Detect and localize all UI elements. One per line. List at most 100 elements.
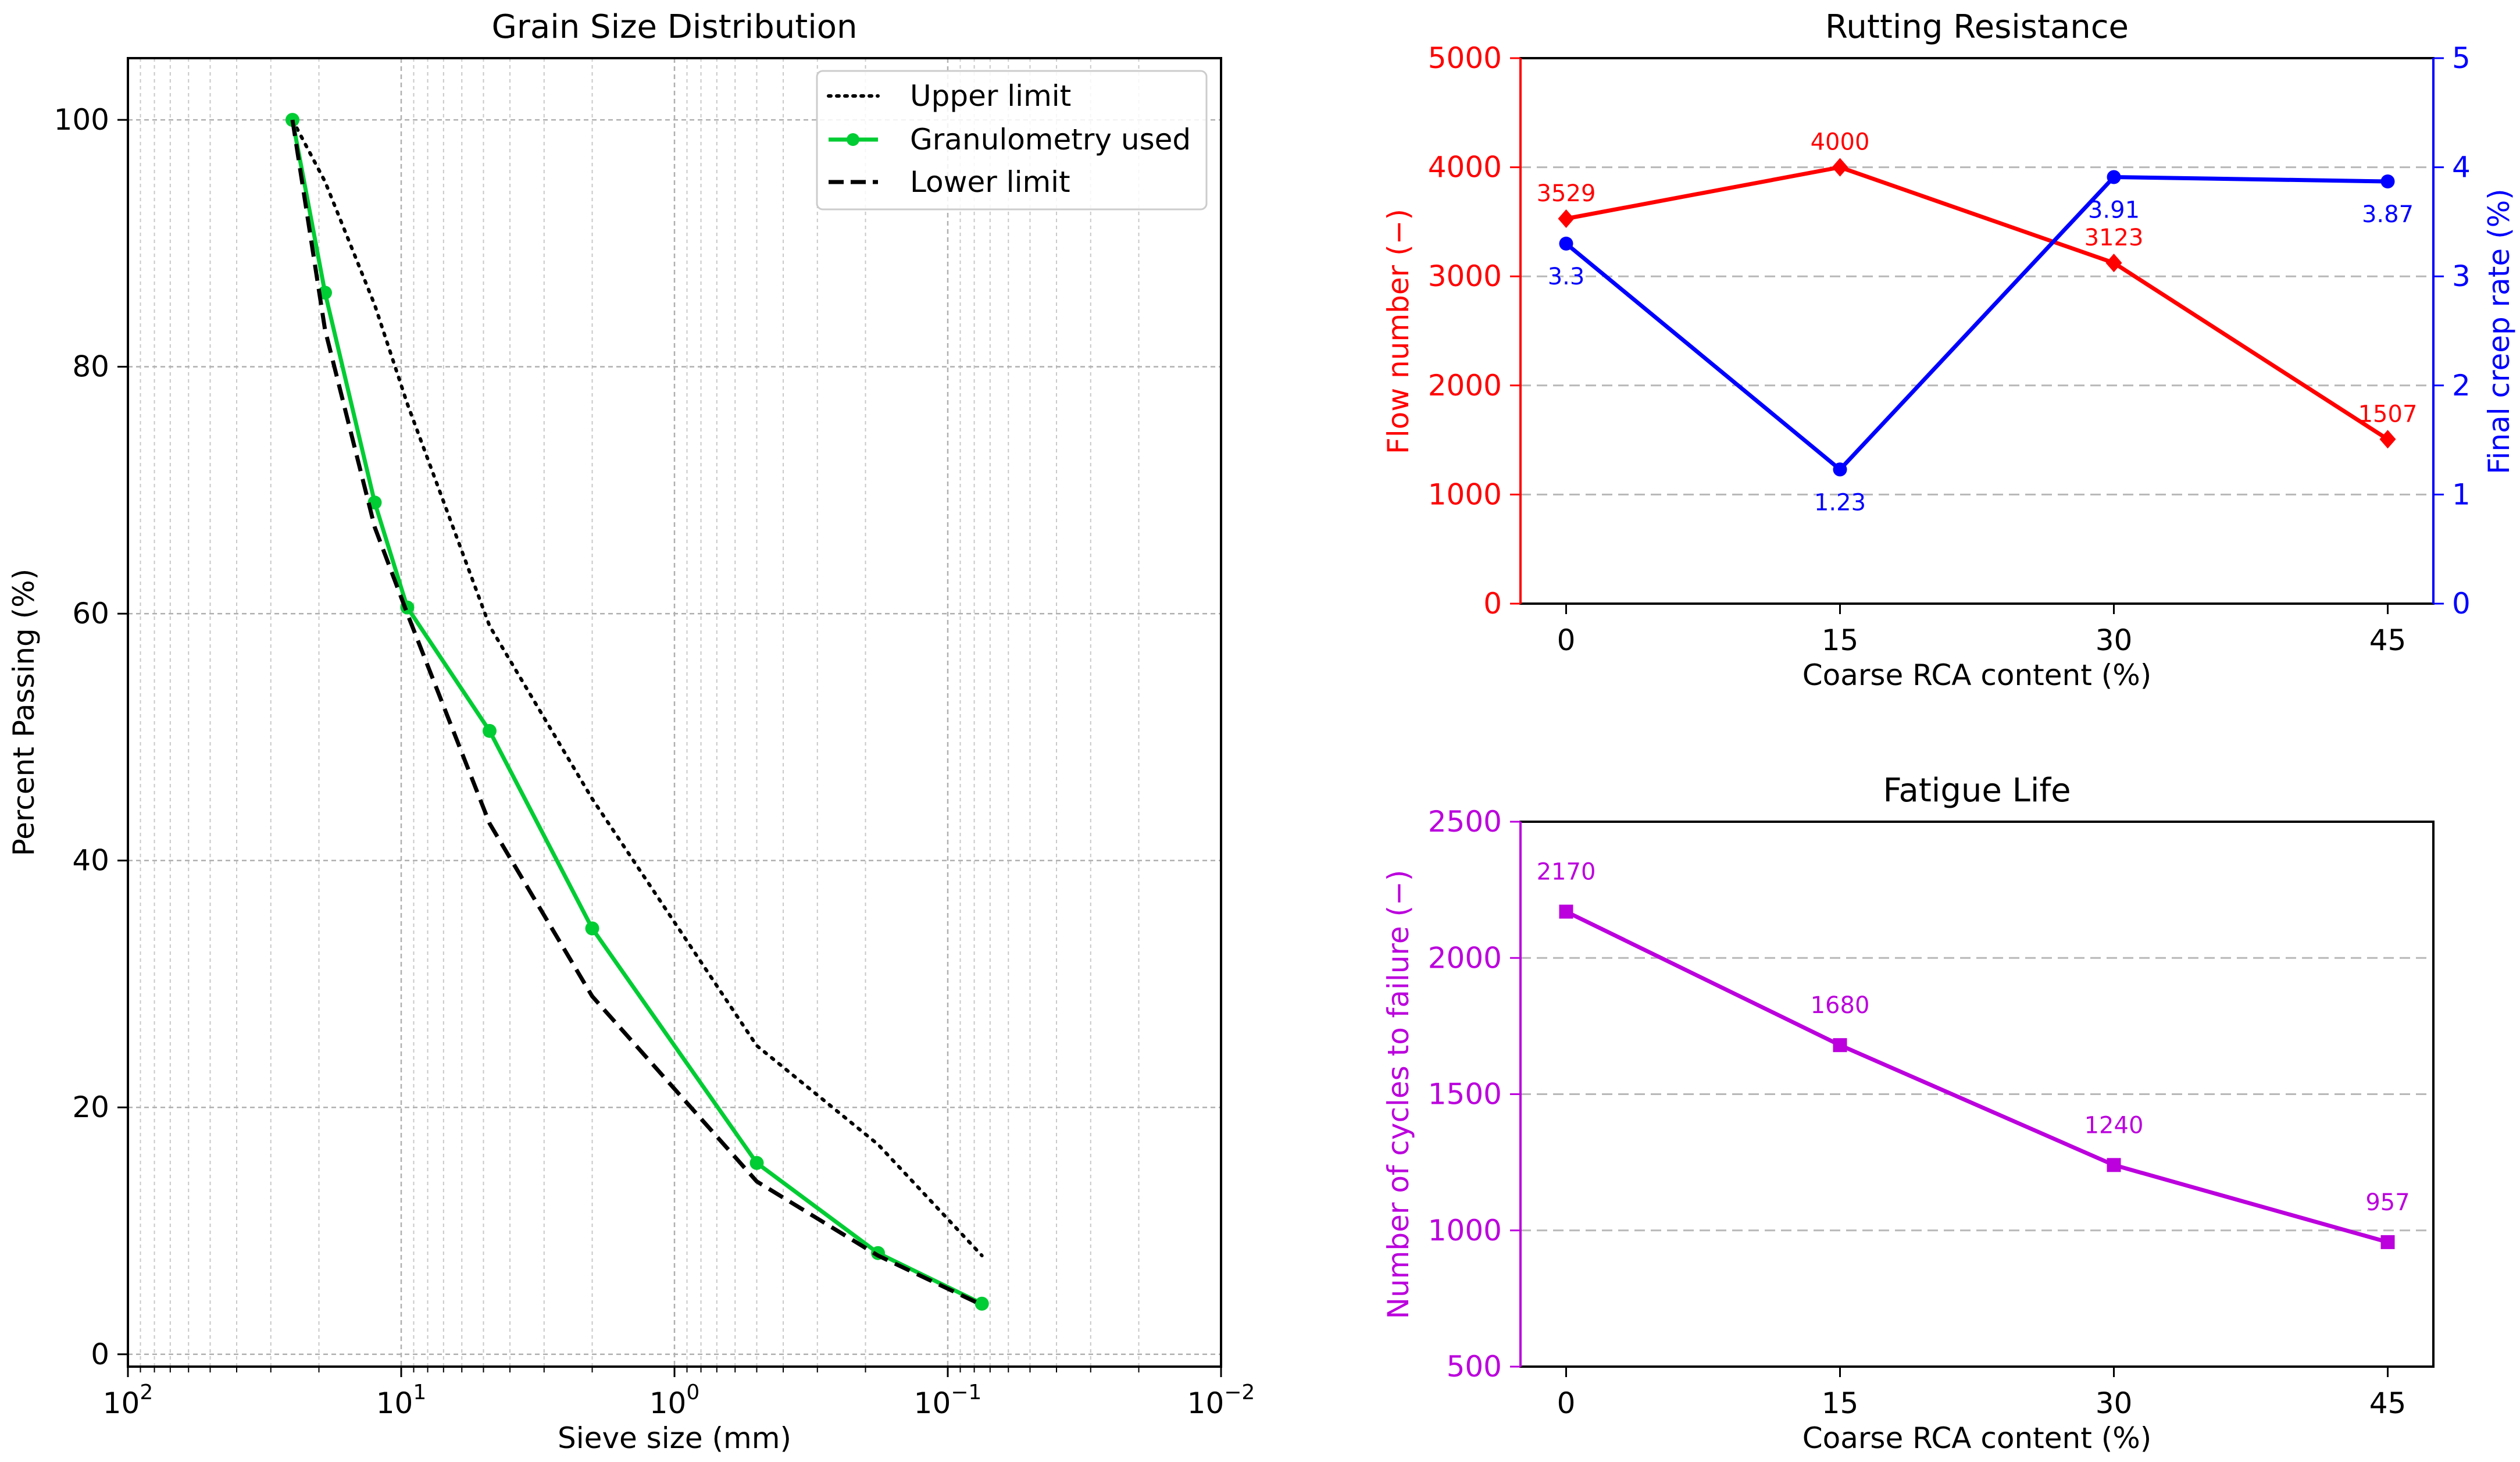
y-tick-label: 20 (72, 1090, 109, 1124)
data-point (1833, 1038, 1847, 1053)
y-tick-label: 2000 (1428, 369, 1502, 402)
y-tick-label: 40 (72, 844, 109, 878)
y-right-tick-label: 4 (2452, 151, 2471, 184)
fatigue-xlabel: Coarse RCA content (%) (1802, 1421, 2152, 1455)
rutting-xlabel: Coarse RCA content (%) (1802, 658, 2152, 692)
data-label: 3123 (2084, 224, 2144, 251)
series-line-0 (1565, 910, 2389, 1245)
x-tick-label: 101 (376, 1381, 427, 1420)
data-point (1833, 462, 1847, 477)
rutting-x-ticks: 0 15 30 45 (1557, 604, 2407, 657)
x-tick-label: 0 (1557, 623, 1576, 657)
rutting-y-ticks-left: 0 1000 2000 3000 4000 5000 (1428, 41, 1520, 621)
data-point (1559, 236, 1573, 251)
x-tick-label: 10−2 (1187, 1381, 1255, 1420)
y-right-tick-label: 3 (2452, 259, 2471, 293)
x-tick-label: 100 (649, 1381, 700, 1420)
rutting-ylabel-left: Flow number (−) (1382, 209, 1415, 454)
rutting-title: Rutting Resistance (1825, 8, 2129, 46)
fatigue-x-ticks: 0 15 30 45 (1557, 1367, 2407, 1420)
data-point (482, 723, 497, 738)
grain-size-x-ticks: 102 101 100 10−1 10−2 (103, 1367, 1255, 1420)
x-tick-label: 15 (1822, 1386, 1859, 1420)
data-label: 3.3 (1548, 263, 1585, 290)
grain-size-legend: Upper limit Granulometry used Lower limi… (816, 70, 1208, 211)
data-point (975, 1296, 989, 1311)
y-tick-label: 2500 (1428, 805, 1502, 839)
data-point (585, 921, 599, 936)
legend-upper-limit-label: Upper limit (910, 79, 1071, 113)
x-tick-label: 10−1 (914, 1381, 982, 1420)
grain-size-y-ticks: 0 20 40 60 80 100 (54, 103, 128, 1371)
x-tick-label: 45 (2369, 623, 2407, 657)
data-point (1832, 158, 1848, 177)
legend-granulometry-marker (847, 133, 859, 146)
data-point (2107, 170, 2121, 184)
y-tick-label: 5000 (1428, 41, 1502, 75)
x-tick-label: 15 (1822, 623, 1859, 657)
x-tick-label: 30 (2096, 1386, 2133, 1420)
y-tick-label: 4000 (1428, 151, 1502, 184)
y-tick-label: 1000 (1428, 477, 1502, 511)
fatigue-series: 2170 1680 1240 957 (1537, 859, 2410, 1249)
data-label: 1240 (2084, 1112, 2144, 1139)
grain-size-grid (127, 58, 1222, 1367)
y-tick-label: 1500 (1428, 1078, 1502, 1111)
y-tick-label: 0 (91, 1338, 109, 1371)
fatigue-title: Fatigue Life (1883, 772, 2071, 810)
rutting-plot-frame (1519, 57, 2435, 605)
rutting-series: 3529 4000 3123 1507 3.3 1.23 3.91 3.87 (1537, 129, 2418, 516)
grain-size-title: Grain Size Distribution (491, 8, 857, 46)
grain-size-series (285, 113, 989, 1311)
y-right-tick-label: 2 (2452, 369, 2471, 402)
y-tick-label: 3000 (1428, 259, 1502, 293)
y-tick-label: 500 (1447, 1350, 1502, 1383)
data-label: 3529 (1537, 180, 1596, 207)
data-label: 1.23 (1814, 489, 1866, 516)
data-label: 1680 (1811, 992, 1870, 1019)
data-label: 3.91 (2088, 197, 2140, 223)
data-label: 2170 (1537, 859, 1596, 886)
y-tick-label: 60 (72, 597, 109, 630)
fatigue-grid (1520, 821, 2433, 1232)
grain-size-xlabel: Sieve size (mm) (558, 1421, 791, 1455)
data-point (1559, 904, 1573, 919)
data-point (2105, 254, 2122, 273)
data-point (749, 1156, 764, 1170)
grain-size-ylabel: Percent Passing (%) (7, 569, 41, 856)
x-tick-label: 45 (2369, 1386, 2407, 1420)
data-point (2107, 1158, 2121, 1172)
data-label: 4000 (1811, 129, 1870, 156)
data-point (2379, 430, 2396, 449)
x-tick-label: 0 (1557, 1386, 1576, 1420)
rutting-grid (1520, 57, 2433, 495)
fatigue-ylabel: Number of cycles to failure (−) (1382, 870, 1415, 1320)
fatigue-y-ticks: 500 1000 1500 2000 2500 (1428, 805, 1520, 1383)
y-right-tick-label: 5 (2452, 41, 2471, 75)
data-label: 3.87 (2362, 201, 2414, 228)
series-line-0 (1565, 165, 2389, 441)
data-point (2380, 1235, 2395, 1249)
legend-lower-limit-label: Lower limit (910, 165, 1070, 199)
data-label: 957 (2365, 1189, 2410, 1216)
y-tick-label: 0 (1483, 587, 1502, 621)
x-tick-label: 102 (103, 1381, 154, 1420)
y-tick-label: 80 (72, 350, 109, 384)
data-label: 1507 (2358, 401, 2418, 427)
legend-frame (816, 70, 1208, 211)
series-line-0 (291, 118, 984, 1257)
y-tick-label: 1000 (1428, 1214, 1502, 1247)
series-line-2 (290, 119, 983, 1307)
rutting-y-ticks-right: 0 1 2 3 4 5 (2433, 41, 2471, 621)
data-point (1558, 209, 1575, 228)
series-line-1 (1565, 175, 2388, 472)
y-tick-label: 100 (54, 103, 109, 137)
legend-granulometry-label: Granulometry used (910, 123, 1191, 156)
x-tick-label: 30 (2096, 623, 2133, 657)
y-right-tick-label: 1 (2452, 477, 2471, 511)
data-point (2380, 174, 2395, 188)
grain-size-panel: 102 101 100 10−1 10−2 0 20 40 60 80 100 Grain Siz… (7, 8, 1255, 1455)
rutting-ylabel-right: Final creep rate (%) (2482, 188, 2516, 474)
